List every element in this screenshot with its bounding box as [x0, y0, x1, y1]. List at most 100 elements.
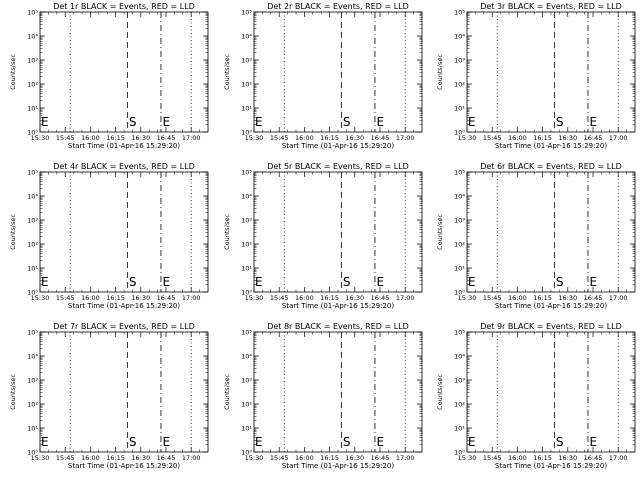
marker-s: S — [129, 435, 137, 449]
x-tick-label: 17:00 — [182, 454, 201, 462]
marker-s: S — [343, 275, 351, 289]
x-tick-label: 15:30 — [458, 454, 477, 462]
y-tick-label: 10³ — [27, 377, 38, 385]
x-tick-label: 16:15 — [106, 454, 125, 462]
panel-det-8: Det 8r BLACK = Events, RED = LLD 10⁰ 10¹ 10… — [223, 322, 423, 470]
panel-title: Det 3r BLACK = Events, RED = LLD — [480, 2, 622, 11]
x-tick-label: 16:15 — [533, 454, 552, 462]
x-axis-label: Start Time (01-Apr-16 15:29:20) — [495, 462, 607, 470]
plot-frame — [253, 171, 423, 293]
y-tick-label: 10³ — [241, 217, 252, 225]
y-tick-label: 10⁴ — [241, 33, 252, 41]
x-tick-label: 16:45 — [371, 134, 390, 142]
x-axis-label: Start Time (01-Apr-16 15:29:20) — [282, 462, 394, 470]
x-tick-label: 17:00 — [182, 134, 201, 142]
x-tick-label: 15:30 — [245, 454, 264, 462]
x-tick-label: 16:15 — [533, 294, 552, 302]
x-tick-label: 17:00 — [396, 134, 415, 142]
marker-e: E — [255, 275, 263, 289]
y-tick-label: 10⁴ — [27, 33, 38, 41]
x-tick-label: 16:15 — [320, 134, 339, 142]
x-tick-label: 16:15 — [320, 294, 339, 302]
y-tick-label: 10¹ — [27, 105, 38, 113]
y-tick-label: 10¹ — [241, 265, 252, 273]
panel-det-3: Det 3r BLACK = Events, RED = LLD 10⁰ 10¹ 10… — [436, 2, 636, 150]
y-tick-label: 10⁵ — [454, 329, 465, 337]
x-tick-label: 17:00 — [182, 294, 201, 302]
x-tick-label: 17:00 — [609, 294, 628, 302]
panel-det-6: Det 6r BLACK = Events, RED = LLD 10⁰ 10¹ 10… — [436, 162, 636, 310]
y-tick-label: 10⁵ — [454, 9, 465, 17]
y-tick-label: 10⁵ — [27, 169, 38, 177]
x-tick-label: 16:30 — [131, 134, 150, 142]
x-tick-label: 15:30 — [31, 454, 50, 462]
marker-e: E — [468, 115, 476, 129]
marker-s: S — [556, 435, 564, 449]
x-tick-label: 16:45 — [584, 134, 603, 142]
plot-frame — [466, 331, 636, 453]
y-tick-label: 10⁴ — [454, 33, 465, 41]
panel-det-9: Det 9r BLACK = Events, RED = LLD 10⁰ 10¹ 10… — [436, 322, 636, 470]
y-tick-label: 10² — [27, 241, 38, 249]
x-axis-label: Start Time (01-Apr-16 15:29:20) — [68, 302, 180, 310]
panel-title: Det 1r BLACK = Events, RED = LLD — [53, 2, 195, 11]
x-tick-label: 16:00 — [295, 294, 314, 302]
y-tick-label: 10¹ — [27, 265, 38, 273]
y-tick-label: 10¹ — [241, 105, 252, 113]
panel-title: Det 2r BLACK = Events, RED = LLD — [267, 2, 409, 11]
x-tick-label: 15:30 — [245, 294, 264, 302]
y-axis-label: Counts/sec — [223, 54, 231, 90]
plot-frame — [39, 11, 209, 133]
panel-det-5: Det 5r BLACK = Events, RED = LLD 10⁰ 10¹ 10… — [223, 162, 423, 310]
y-tick-label: 10³ — [27, 217, 38, 225]
y-tick-label: 10² — [454, 401, 465, 409]
marker-e: E — [255, 435, 263, 449]
marker-s: S — [129, 275, 137, 289]
x-tick-label: 15:45 — [483, 294, 502, 302]
y-tick-label: 10⁰ — [241, 289, 252, 297]
x-tick-label: 16:45 — [371, 294, 390, 302]
marker-e: E — [162, 435, 170, 449]
y-tick-label: 10¹ — [454, 265, 465, 273]
y-tick-label: 10⁴ — [27, 353, 38, 361]
x-tick-label: 16:00 — [508, 454, 527, 462]
marker-e: E — [589, 435, 597, 449]
y-axis-label: Counts/sec — [436, 374, 444, 410]
x-tick-label: 16:00 — [81, 294, 100, 302]
plot-frame — [253, 11, 423, 133]
y-axis-label: Counts/sec — [223, 214, 231, 250]
x-tick-label: 15:45 — [56, 294, 75, 302]
marker-e: E — [376, 435, 384, 449]
x-tick-label: 15:45 — [56, 134, 75, 142]
y-tick-label: 10⁵ — [27, 329, 38, 337]
x-tick-label: 16:15 — [106, 294, 125, 302]
x-tick-label: 16:45 — [584, 294, 603, 302]
panel-title: Det 5r BLACK = Events, RED = LLD — [267, 162, 409, 171]
y-tick-label: 10⁵ — [241, 329, 252, 337]
marker-e: E — [468, 275, 476, 289]
panel-det-1: Det 1r BLACK = Events, RED = LLD 10⁰ 10¹ 10… — [9, 2, 209, 150]
y-tick-label: 10⁴ — [454, 353, 465, 361]
marker-e: E — [162, 275, 170, 289]
x-tick-label: 15:30 — [245, 134, 264, 142]
y-tick-label: 10³ — [241, 377, 252, 385]
y-tick-label: 10⁴ — [454, 193, 465, 201]
x-tick-label: 16:30 — [558, 134, 577, 142]
y-tick-label: 10⁵ — [241, 9, 252, 17]
y-tick-label: 10⁰ — [27, 129, 38, 137]
marker-s: S — [556, 275, 564, 289]
x-tick-label: 15:45 — [270, 134, 289, 142]
x-tick-label: 15:30 — [31, 134, 50, 142]
x-tick-label: 17:00 — [396, 454, 415, 462]
marker-s: S — [556, 115, 564, 129]
x-tick-label: 15:45 — [56, 454, 75, 462]
panel-det-7: Det 7r BLACK = Events, RED = LLD 10⁰ 10¹ 10… — [9, 322, 209, 470]
panel-title: Det 6r BLACK = Events, RED = LLD — [480, 162, 622, 171]
x-tick-label: 16:45 — [157, 294, 176, 302]
y-tick-label: 10² — [241, 241, 252, 249]
marker-e: E — [589, 275, 597, 289]
y-axis-label: Counts/sec — [9, 54, 17, 90]
y-tick-label: 10⁰ — [241, 129, 252, 137]
y-tick-label: 10⁰ — [27, 289, 38, 297]
